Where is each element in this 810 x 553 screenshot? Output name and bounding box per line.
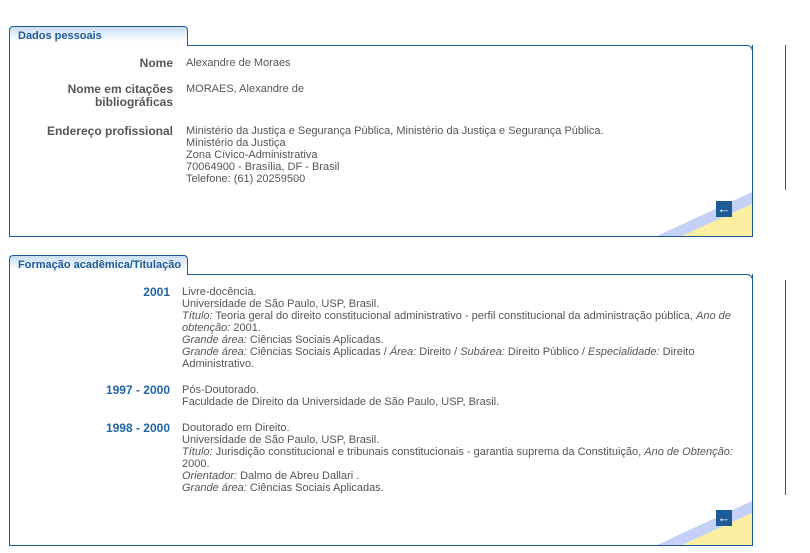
entry-text: Direito / bbox=[416, 346, 461, 358]
entry-field-label: Grande área: bbox=[182, 334, 247, 346]
formacao-entry: 1997 - 2000 Pós-Doutorado. Faculdade de Di… bbox=[10, 384, 742, 408]
arrow-left-icon[interactable]: ← bbox=[716, 510, 732, 526]
entry-field-label: Subárea: bbox=[460, 346, 505, 358]
entry-text: Livre-docência. bbox=[182, 286, 257, 298]
field-value: Ministério da Justiça bbox=[186, 137, 286, 149]
entry-text: Jurisdição constitucional e tribunais co… bbox=[212, 446, 645, 458]
entry-field-label: Ano de Obtenção: bbox=[644, 446, 733, 458]
entry-line: Universidade de São Paulo, USP, Brasil. bbox=[182, 434, 742, 446]
field-nome: Nome Alexandre de Moraes bbox=[10, 57, 291, 70]
entry-year: 2001 bbox=[143, 285, 170, 299]
decorative-swoosh bbox=[657, 192, 752, 236]
entry-text: Universidade de São Paulo, USP, Brasil. bbox=[182, 434, 380, 446]
scroll-guide bbox=[785, 280, 786, 495]
entry-line: Faculdade de Direito da Universidade de … bbox=[182, 396, 742, 408]
field-value: Zona Cívico-Administrativa bbox=[186, 149, 318, 161]
field-label: Nome em citações bibliográficas bbox=[67, 82, 173, 109]
tab-dados-pessoais[interactable]: Dados pessoais bbox=[9, 26, 188, 45]
entry-text: Direito Público / bbox=[504, 346, 589, 358]
field-value: Alexandre de Moraes bbox=[186, 57, 291, 69]
entry-text: Ciências Sociais Aplicadas. bbox=[246, 334, 384, 346]
entry-line: Pós-Doutorado. bbox=[182, 384, 742, 396]
entry-field-label: Grande área: bbox=[182, 346, 247, 358]
entry-line: Livre-docência. bbox=[182, 286, 742, 298]
field-value: MORAES, Alexandre de bbox=[186, 83, 305, 95]
dados-pessoais-panel: Dados pessoais Nome Alexandre de Moraes … bbox=[9, 26, 753, 237]
decorative-swoosh bbox=[657, 501, 752, 545]
entry-text: Dalmo de Abreu Dallari . bbox=[237, 470, 360, 482]
entry-line: Orientador: Dalmo de Abreu Dallari . bbox=[182, 470, 742, 482]
field-value: Ministério da Justiça e Segurança Públic… bbox=[186, 125, 604, 137]
entry-field-label: Especialidade: bbox=[588, 346, 660, 358]
entry-field-label: Área: bbox=[389, 346, 417, 358]
entry-text: Direito Administrativo. bbox=[182, 346, 695, 370]
field-label: Endereço profissional bbox=[46, 124, 173, 138]
field-endereco: Endereço profissional Ministério da Just… bbox=[10, 124, 604, 186]
entry-line: Título: Teoria geral do direito constitu… bbox=[182, 310, 742, 334]
entry-text: Universidade de São Paulo, USP, Brasil. bbox=[182, 298, 380, 310]
field-value: Telefone: (61) 20259500 bbox=[186, 173, 306, 185]
entry-year: 1997 - 2000 bbox=[105, 383, 170, 397]
field-label: Nome bbox=[139, 56, 173, 70]
entry-text: Ciências Sociais Aplicadas / bbox=[246, 346, 390, 358]
entry-line: Grande área: Ciências Sociais Aplicadas. bbox=[182, 334, 742, 346]
entry-line: Grande área: Ciências Sociais Aplicadas. bbox=[182, 482, 742, 494]
entry-field-label: Título: bbox=[182, 310, 213, 322]
entry-field-label: Grande área: bbox=[182, 482, 247, 494]
entry-line: Título: Jurisdição constitucional e trib… bbox=[182, 446, 742, 470]
entry-field-label: Orientador: bbox=[182, 470, 238, 482]
entry-text: Ciências Sociais Aplicadas. bbox=[246, 482, 384, 494]
formacao-panel: Formação acadêmica/Titulação 2001 Livre-d… bbox=[9, 255, 753, 546]
formacao-entry: 1998 - 2000 Doutorado em Direito. Universi… bbox=[10, 422, 742, 494]
field-value: 70064900 - Brasília, DF - Brasil bbox=[186, 161, 340, 173]
entry-text: Doutorado em Direito. bbox=[182, 422, 290, 434]
formacao-list: 2001 Livre-docência. Universidade de São P… bbox=[10, 286, 742, 508]
entry-line: Universidade de São Paulo, USP, Brasil. bbox=[182, 298, 742, 310]
entry-text: Faculdade de Direito da Universidade de … bbox=[182, 396, 500, 408]
entry-year: 1998 - 2000 bbox=[105, 421, 170, 435]
entry-text: Pós-Doutorado. bbox=[182, 384, 260, 396]
tab-formacao-academica[interactable]: Formação acadêmica/Titulação bbox=[9, 255, 188, 274]
entry-text: 2000. bbox=[182, 458, 210, 470]
entry-field-label: Ano de obtenção: bbox=[182, 310, 731, 334]
entry-line: Grande área: Ciências Sociais Aplicadas … bbox=[182, 346, 742, 370]
entry-text: Teoria geral do direito constitucional a… bbox=[212, 310, 697, 322]
entry-line: Doutorado em Direito. bbox=[182, 422, 742, 434]
arrow-left-icon[interactable]: ← bbox=[716, 201, 732, 217]
entry-text: 2001. bbox=[230, 322, 261, 334]
entry-field-label: Título: bbox=[182, 446, 213, 458]
field-nome-citacoes: Nome em citações bibliográficas MORAES, … bbox=[10, 83, 304, 109]
scroll-guide bbox=[785, 45, 786, 190]
formacao-entry: 2001 Livre-docência. Universidade de São P… bbox=[10, 286, 742, 370]
